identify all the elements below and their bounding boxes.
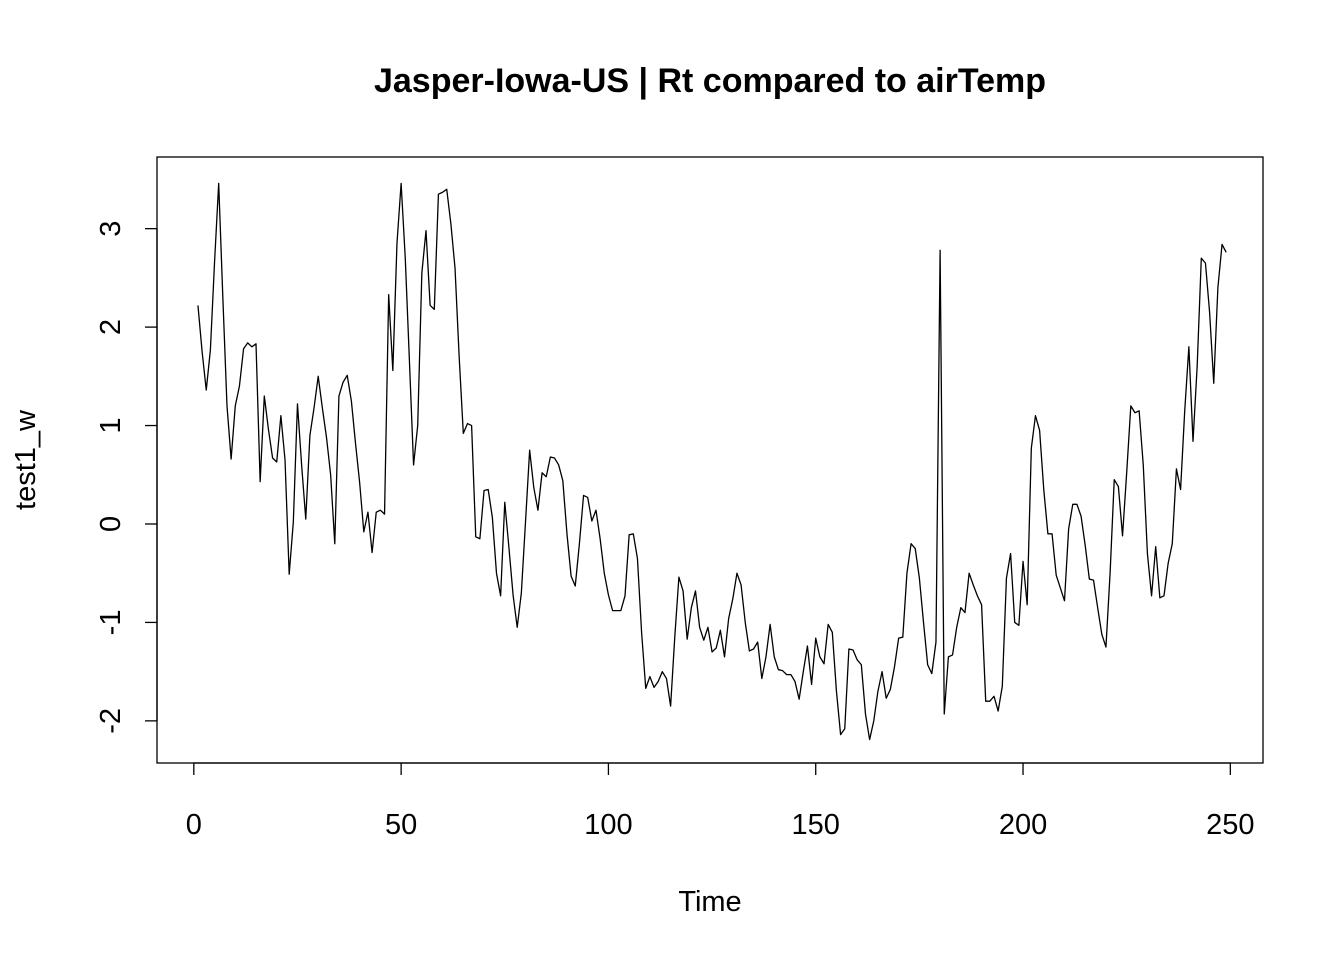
x-tick-label: 200 xyxy=(999,809,1047,841)
chart-title: Jasper-Iowa-US | Rt compared to airTemp xyxy=(374,62,1046,100)
y-axis: -2 -1 0 1 2 3 xyxy=(95,221,158,734)
plot-frame xyxy=(156,156,1264,764)
x-tick-label: 250 xyxy=(1206,809,1254,841)
y-tick-label: 3 xyxy=(95,221,127,237)
y-tick-label: 0 xyxy=(95,516,127,532)
x-axis-label: Time xyxy=(678,886,741,918)
x-tick-label: 0 xyxy=(186,809,202,841)
x-tick-label: 100 xyxy=(584,809,632,841)
y-tick-label: 2 xyxy=(95,319,127,335)
series-line xyxy=(197,182,1227,741)
y-tick-label: -2 xyxy=(95,708,127,734)
y-axis-label: test1_w xyxy=(10,409,42,510)
x-tick-label: 150 xyxy=(792,809,840,841)
y-tick-label: -1 xyxy=(95,610,127,636)
y-tick-label: 1 xyxy=(95,417,127,433)
x-axis: 0 50 100 150 200 250 xyxy=(186,762,1255,841)
x-tick-label: 50 xyxy=(385,809,417,841)
